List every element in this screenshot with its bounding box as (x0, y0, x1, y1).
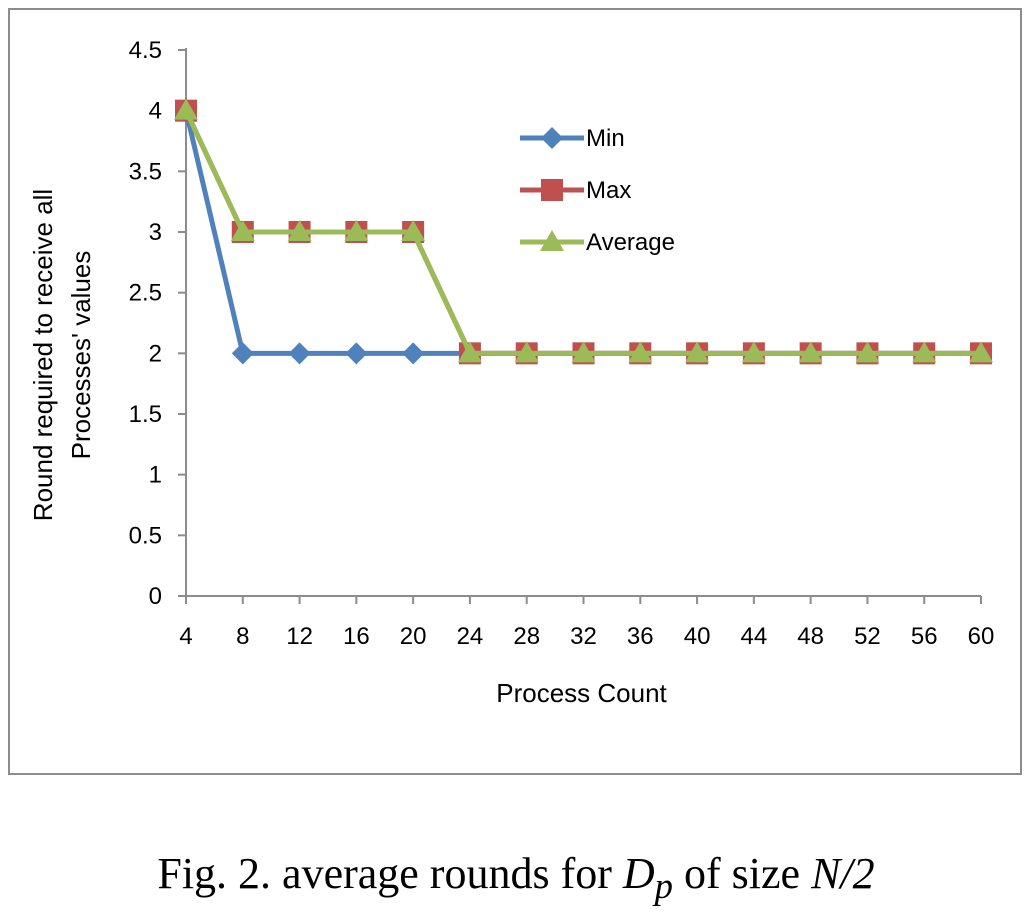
x-tick-label: 16 (343, 623, 370, 650)
y-tick-label: 0 (149, 583, 162, 610)
y-axis-title-line: Processes' values (66, 251, 96, 460)
legend-marker-average (540, 230, 564, 251)
x-tick-label: 36 (627, 623, 654, 650)
data-point-average (230, 220, 255, 241)
x-tick-label: 32 (570, 623, 597, 650)
data-point-average (741, 341, 766, 363)
caption-symbol: D (622, 849, 655, 898)
y-tick-label: 1.5 (129, 401, 162, 428)
data-point-min (402, 342, 425, 365)
x-tick-label: 44 (741, 623, 768, 650)
legend-label-average: Average (586, 229, 675, 256)
y-tick-label: 1 (149, 462, 162, 489)
data-point-min (231, 342, 254, 365)
data-point-average (798, 341, 823, 363)
y-tick-label: 4 (149, 98, 162, 125)
x-tick-label: 4 (179, 623, 192, 650)
y-tick-label: 0.5 (129, 522, 162, 549)
x-tick-label: 12 (286, 623, 313, 650)
legend-label-max: Max (586, 177, 631, 204)
y-tick-label: 2.5 (129, 280, 162, 307)
data-point-average (344, 220, 369, 241)
data-point-min (288, 342, 311, 365)
x-tick-label: 20 (400, 623, 427, 650)
y-tick-label: 3.5 (129, 158, 162, 185)
x-tick-label: 8 (236, 623, 249, 650)
y-axis-title-line: Round required to receive all (28, 189, 58, 521)
data-point-average (514, 341, 539, 363)
x-tick-label: 40 (684, 623, 711, 650)
legend-marker-min (541, 127, 563, 149)
legend-marker-max (541, 179, 563, 201)
legend-label-min: Min (586, 125, 625, 152)
chart-frame: 0 0.5 1 1.5 2 2.5 3 3.5 4 4.5 4 8 12 16 20 24 28 32 36 40 44… (8, 8, 1022, 775)
data-point-average (401, 220, 426, 241)
caption-size: N/2 (811, 849, 875, 898)
figure-caption: Fig. 2. average rounds for Dp of size N/… (0, 848, 1032, 907)
caption-prefix: Fig. 2. average rounds for (157, 849, 623, 898)
data-point-average (287, 220, 312, 241)
data-point-average (912, 341, 937, 363)
y-tick-label: 2 (149, 340, 162, 367)
x-tick-label: 52 (854, 623, 881, 650)
x-tick-label: 48 (797, 623, 824, 650)
caption-subscript: p (654, 864, 673, 906)
data-point-average (855, 341, 880, 363)
x-axis-title: Process Count (496, 678, 667, 708)
x-tick-label: 56 (911, 623, 938, 650)
data-point-average (685, 341, 710, 363)
line-chart: 00.511.522.533.544.54 8 12 16 20 24 28 32 36 40 44… (28, 37, 995, 708)
data-point-average (571, 341, 596, 363)
y-tick-label: 3 (149, 219, 162, 246)
data-point-average (628, 341, 653, 363)
caption-middle: of size (673, 849, 812, 898)
data-point-average (174, 98, 198, 120)
data-point-average (969, 341, 993, 363)
data-point-average (457, 341, 482, 363)
y-tick-label: 4.5 (129, 37, 162, 64)
data-point-min (345, 342, 368, 365)
x-tick-label: 60 (968, 623, 995, 650)
x-tick-label: 28 (513, 623, 540, 650)
x-tick-label: 24 (457, 623, 484, 650)
